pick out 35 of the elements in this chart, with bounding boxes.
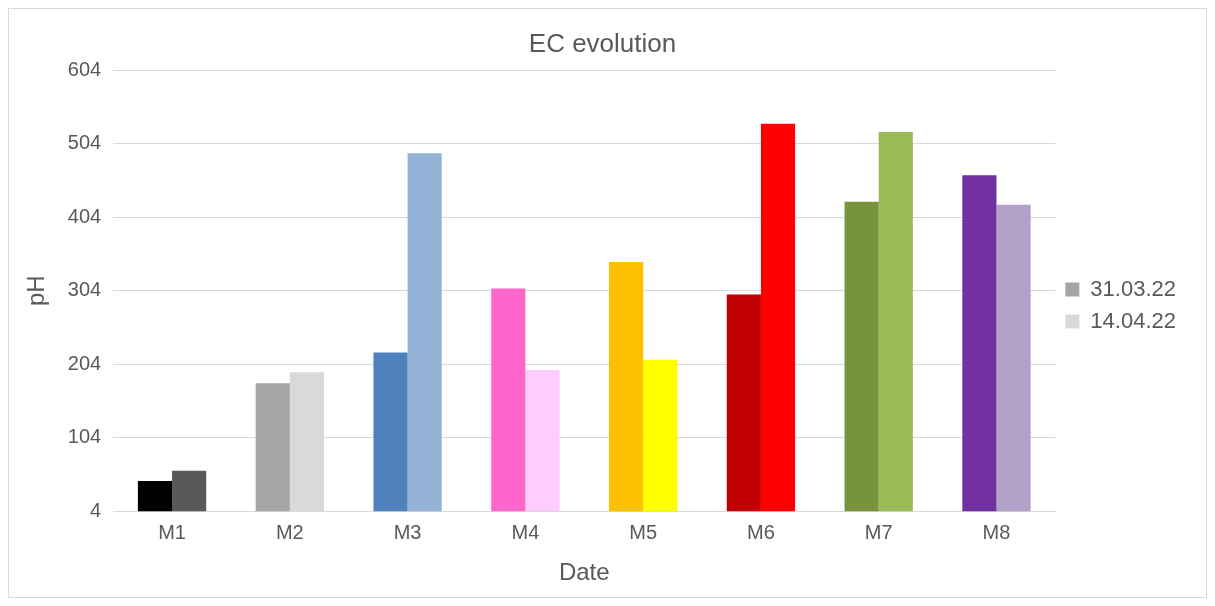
bar xyxy=(760,123,796,512)
bar xyxy=(643,359,678,512)
y-tick-label: 404 xyxy=(67,204,102,227)
x-tick-label: M6 xyxy=(747,520,775,543)
x-tick-label: M1 xyxy=(158,520,186,543)
y-tick-label: 604 xyxy=(67,57,102,80)
y-tick-label: 504 xyxy=(67,131,102,154)
y-tick-label: 4 xyxy=(90,498,102,521)
x-tick-label: M3 xyxy=(393,520,422,543)
legend-label: 31.03.22 xyxy=(1090,275,1176,301)
bar xyxy=(996,204,1031,512)
x-tick-label: M5 xyxy=(629,520,658,543)
bar xyxy=(491,288,526,512)
bar xyxy=(172,470,207,512)
bar xyxy=(878,131,913,512)
x-tick-label: M2 xyxy=(275,520,304,543)
x-tick-label: M4 xyxy=(511,520,540,543)
x-tick-label: M7 xyxy=(864,520,893,543)
bar xyxy=(962,175,997,512)
bar xyxy=(255,383,290,512)
y-axis-title: pH xyxy=(22,275,50,307)
x-tick-label: M8 xyxy=(982,520,1011,543)
bar xyxy=(373,352,408,512)
chart-title: EC evolution xyxy=(528,27,677,58)
bar xyxy=(726,294,761,512)
x-axis-title: Date xyxy=(558,558,610,586)
legend-label: 14.04.22 xyxy=(1090,307,1176,333)
bar xyxy=(844,201,879,512)
y-tick-label: 304 xyxy=(67,278,102,301)
y-tick-label: 204 xyxy=(67,351,102,374)
bar xyxy=(609,262,644,512)
bar xyxy=(407,153,442,512)
bar xyxy=(525,370,560,512)
bar xyxy=(137,481,173,512)
y-tick-label: 104 xyxy=(67,425,102,448)
